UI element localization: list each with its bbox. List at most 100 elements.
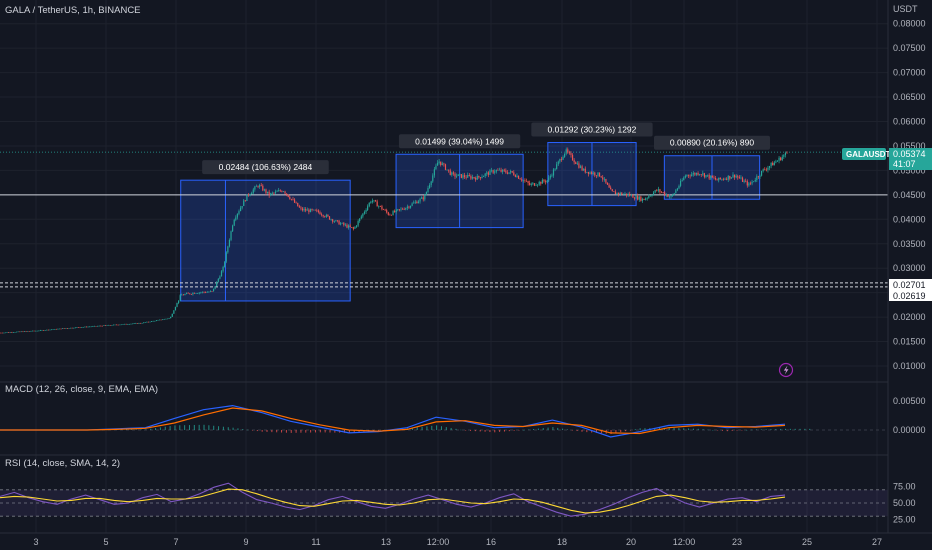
candle-body[interactable]: [238, 211, 240, 214]
candle-body[interactable]: [217, 278, 219, 282]
candle-body[interactable]: [386, 210, 388, 213]
candle-body[interactable]: [243, 200, 245, 207]
candle-body[interactable]: [287, 194, 289, 197]
candle-body[interactable]: [31, 330, 34, 332]
candle-body[interactable]: [640, 196, 642, 201]
candle-body[interactable]: [158, 319, 161, 321]
candle-body[interactable]: [618, 192, 620, 195]
candle-body[interactable]: [65, 328, 67, 329]
candle-body[interactable]: [503, 169, 505, 171]
candle-body[interactable]: [222, 266, 224, 272]
candle-body[interactable]: [705, 175, 707, 177]
candle-body[interactable]: [270, 193, 272, 196]
candle-body[interactable]: [171, 313, 173, 317]
candle-body[interactable]: [481, 176, 483, 179]
candle-body[interactable]: [713, 177, 715, 179]
candle-body[interactable]: [119, 324, 121, 326]
candle-body[interactable]: [343, 222, 345, 225]
candle-body[interactable]: [587, 171, 590, 174]
candle-body[interactable]: [614, 191, 617, 195]
candle-body[interactable]: [441, 163, 443, 165]
candle-body[interactable]: [266, 191, 269, 194]
candle-body[interactable]: [689, 175, 691, 177]
candle-body[interactable]: [408, 206, 410, 208]
candle-body[interactable]: [425, 191, 428, 195]
candle-body[interactable]: [189, 293, 191, 295]
candle-body[interactable]: [317, 210, 319, 213]
candle-body[interactable]: [471, 177, 474, 179]
candle-body[interactable]: [714, 177, 717, 180]
candle-body[interactable]: [460, 174, 462, 178]
candle-body[interactable]: [135, 323, 137, 324]
candle-body[interactable]: [570, 153, 572, 155]
candle-body[interactable]: [619, 192, 621, 195]
candle-body[interactable]: [30, 331, 32, 332]
candle-body[interactable]: [743, 180, 745, 182]
candle-body[interactable]: [770, 162, 772, 167]
candle-body[interactable]: [735, 176, 737, 178]
candle-body[interactable]: [230, 231, 232, 240]
candle-body[interactable]: [306, 209, 308, 211]
candle-body[interactable]: [212, 288, 215, 292]
candle-body[interactable]: [516, 175, 518, 177]
candle-body[interactable]: [9, 332, 11, 333]
candle-body[interactable]: [290, 198, 292, 200]
candle-body[interactable]: [478, 176, 480, 178]
candle-body[interactable]: [681, 180, 683, 181]
candle-body[interactable]: [101, 325, 103, 327]
candle-body[interactable]: [200, 292, 202, 294]
candle-body[interactable]: [146, 321, 148, 323]
candle-body[interactable]: [251, 192, 253, 195]
candle-body[interactable]: [781, 156, 783, 161]
candle-body[interactable]: [355, 225, 358, 227]
candle-body[interactable]: [33, 330, 35, 332]
price-axis[interactable]: 0.08000 0.07500 0.07000 0.06500 0.06000 0.055…: [893, 19, 926, 371]
candle-body[interactable]: [759, 175, 761, 177]
candle-body[interactable]: [700, 174, 702, 175]
candle-body[interactable]: [462, 175, 464, 178]
candle-body[interactable]: [500, 169, 502, 172]
candle-body[interactable]: [41, 330, 43, 331]
candle-body[interactable]: [305, 209, 307, 211]
candle-body[interactable]: [775, 161, 777, 163]
candle-body[interactable]: [476, 176, 478, 180]
candle-body[interactable]: [730, 177, 733, 179]
candle-body[interactable]: [451, 172, 453, 175]
candle-body[interactable]: [648, 196, 650, 198]
candle-body[interactable]: [605, 178, 607, 183]
candle-body[interactable]: [25, 331, 27, 332]
candle-body[interactable]: [268, 191, 270, 196]
candle-body[interactable]: [635, 195, 637, 199]
candle-body[interactable]: [452, 172, 455, 174]
candle-body[interactable]: [484, 173, 486, 176]
candle-body[interactable]: [497, 170, 499, 171]
candle-body[interactable]: [362, 213, 364, 217]
candle-body[interactable]: [780, 157, 782, 161]
candle-body[interactable]: [541, 179, 543, 184]
candle-body[interactable]: [262, 185, 264, 191]
candle-body[interactable]: [387, 212, 389, 215]
candle-body[interactable]: [381, 206, 383, 210]
candle-body[interactable]: [778, 157, 780, 161]
candle-body[interactable]: [157, 319, 159, 321]
candle-body[interactable]: [524, 180, 526, 182]
candle-body[interactable]: [652, 192, 655, 196]
candle-body[interactable]: [729, 175, 731, 179]
candle-body[interactable]: [316, 210, 318, 212]
candle-body[interactable]: [673, 193, 675, 195]
candle-body[interactable]: [421, 197, 423, 199]
candle-body[interactable]: [319, 212, 321, 215]
candle-body[interactable]: [184, 294, 186, 296]
candle-body[interactable]: [54, 329, 56, 330]
candle-body[interactable]: [490, 170, 493, 171]
candle-body[interactable]: [702, 173, 704, 175]
candle-body[interactable]: [424, 194, 426, 200]
candle-body[interactable]: [718, 177, 720, 181]
candle-body[interactable]: [638, 196, 640, 200]
candle-body[interactable]: [14, 332, 16, 333]
candle-body[interactable]: [351, 227, 353, 228]
candle-body[interactable]: [295, 202, 297, 204]
candle-body[interactable]: [721, 178, 723, 180]
candles[interactable]: [0, 147, 788, 334]
candle-body[interactable]: [506, 172, 509, 174]
